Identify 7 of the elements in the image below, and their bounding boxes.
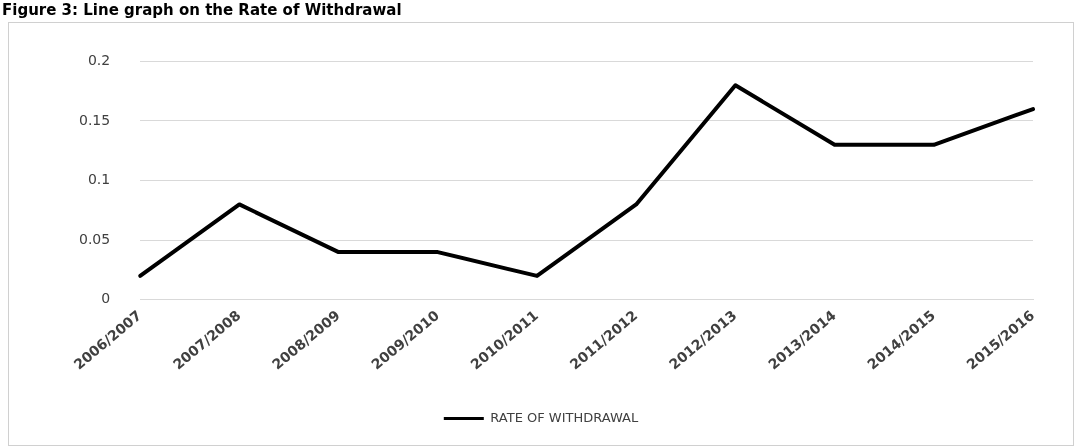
legend-label: RATE OF WITHDRAWAL	[490, 409, 639, 425]
chart-title: Figure 3: Line graph on the Rate of Withdrawal	[2, 0, 403, 20]
y-tick-label: 0.05	[79, 230, 111, 247]
y-tick-label: 0	[101, 290, 111, 307]
y-tick-label: 0.15	[79, 111, 111, 128]
y-tick-label: 0.2	[87, 52, 111, 69]
y-tick-label: 0.1	[87, 171, 111, 188]
